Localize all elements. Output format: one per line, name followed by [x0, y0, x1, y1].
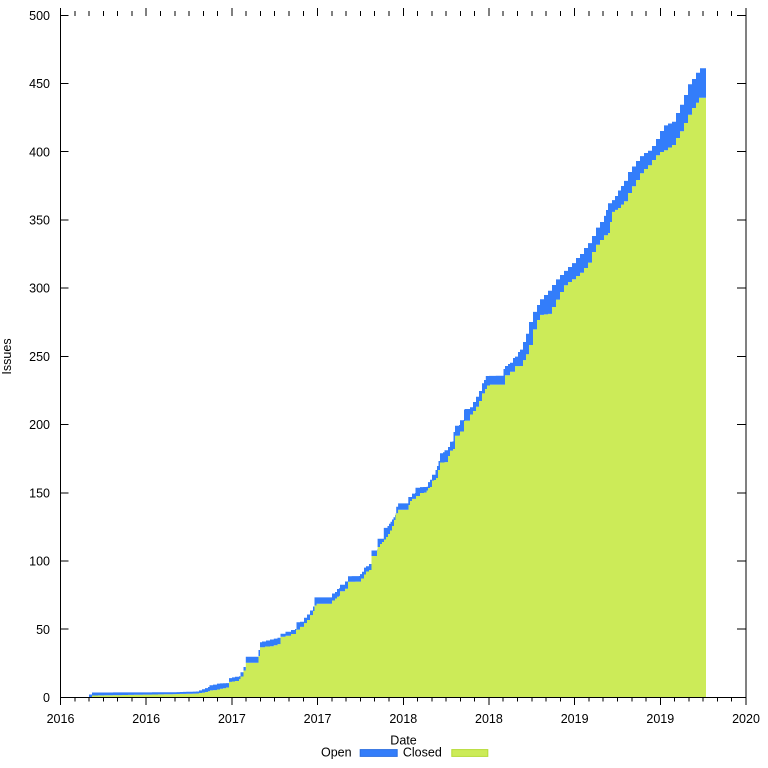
svg-text:350: 350	[29, 214, 50, 228]
svg-text:2018: 2018	[389, 712, 417, 726]
svg-text:2016: 2016	[132, 712, 160, 726]
svg-text:450: 450	[29, 77, 50, 91]
svg-text:50: 50	[36, 623, 50, 637]
svg-text:2017: 2017	[218, 712, 246, 726]
svg-text:Closed: Closed	[403, 746, 442, 760]
svg-text:2017: 2017	[304, 712, 332, 726]
svg-text:2019: 2019	[646, 712, 674, 726]
svg-text:2016: 2016	[47, 712, 75, 726]
svg-text:Date: Date	[390, 734, 416, 748]
svg-text:2019: 2019	[561, 712, 589, 726]
svg-text:2018: 2018	[475, 712, 503, 726]
svg-text:2020: 2020	[732, 712, 760, 726]
svg-text:500: 500	[29, 9, 50, 23]
svg-text:0: 0	[43, 691, 50, 705]
svg-text:250: 250	[29, 350, 50, 364]
svg-text:200: 200	[29, 418, 50, 432]
svg-text:Issues: Issues	[0, 338, 14, 374]
svg-text:400: 400	[29, 145, 50, 159]
svg-text:150: 150	[29, 486, 50, 500]
svg-text:300: 300	[29, 282, 50, 296]
svg-text:Open: Open	[321, 746, 352, 760]
svg-text:100: 100	[29, 555, 50, 569]
